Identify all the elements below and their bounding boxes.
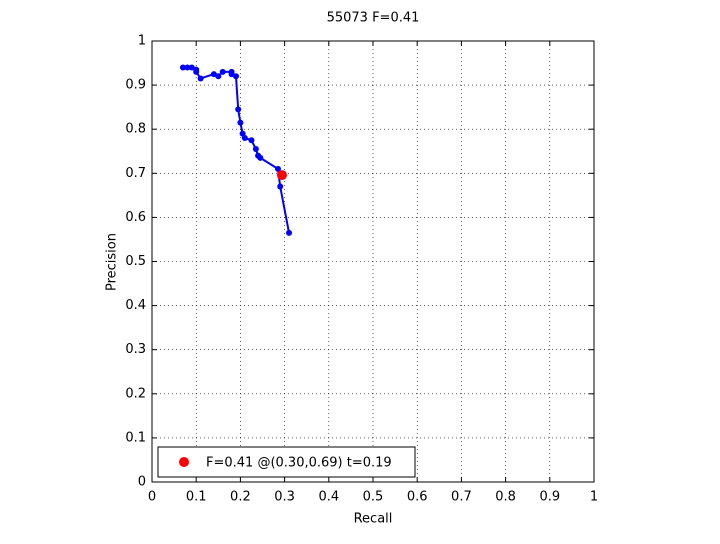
y-tick-label: 0.3	[125, 342, 146, 357]
legend-marker	[179, 457, 189, 467]
point	[219, 68, 226, 75]
y-tick-label: 0.4	[125, 298, 146, 313]
x-tick-label: 0	[148, 490, 156, 505]
point	[274, 165, 281, 172]
y-tick-label: 0.7	[125, 166, 146, 181]
point	[276, 170, 287, 181]
y-tick-label: 0	[138, 475, 146, 490]
x-tick-label: 0.6	[407, 490, 428, 505]
point	[197, 75, 204, 82]
x-tick-label: 0.7	[451, 490, 472, 505]
x-tick-label: 0.4	[318, 490, 339, 505]
y-tick-label: 0.8	[125, 122, 146, 137]
chart-title: 55073 F=0.41	[327, 11, 420, 26]
x-axis-label: Recall	[354, 512, 393, 527]
y-tick-label: 0.6	[125, 210, 146, 225]
point	[228, 71, 235, 78]
point	[235, 106, 242, 113]
point	[248, 137, 255, 144]
point	[193, 68, 200, 75]
y-tick-label: 0.1	[125, 430, 146, 445]
point	[188, 64, 195, 71]
legend-box	[157, 446, 416, 478]
point	[241, 135, 248, 142]
point	[277, 183, 284, 190]
point	[237, 119, 244, 126]
point	[257, 154, 264, 161]
x-tick-label: 0.8	[495, 490, 516, 505]
x-tick-label: 0.2	[230, 490, 251, 505]
point	[232, 73, 239, 80]
point	[210, 71, 217, 78]
plot-frame	[151, 40, 595, 483]
x-tick-label: 0.3	[274, 490, 295, 505]
point	[215, 73, 222, 80]
y-tick-label: 0.9	[125, 78, 146, 93]
point	[184, 64, 191, 71]
y-axis-label: Precision	[105, 233, 120, 291]
x-tick-label: 0.1	[186, 490, 207, 505]
point	[286, 229, 293, 236]
y-tick-label: 1	[138, 34, 146, 49]
legend-label: F=0.41 @(0.30,0.69) t=0.19	[206, 456, 392, 471]
x-tick-label: 1	[590, 490, 598, 505]
x-tick-label: 0.9	[539, 490, 560, 505]
y-tick-label: 0.2	[125, 386, 146, 401]
y-tick-label: 0.5	[125, 254, 146, 269]
point	[179, 64, 186, 71]
point	[252, 146, 259, 153]
x-tick-label: 0.5	[363, 490, 384, 505]
